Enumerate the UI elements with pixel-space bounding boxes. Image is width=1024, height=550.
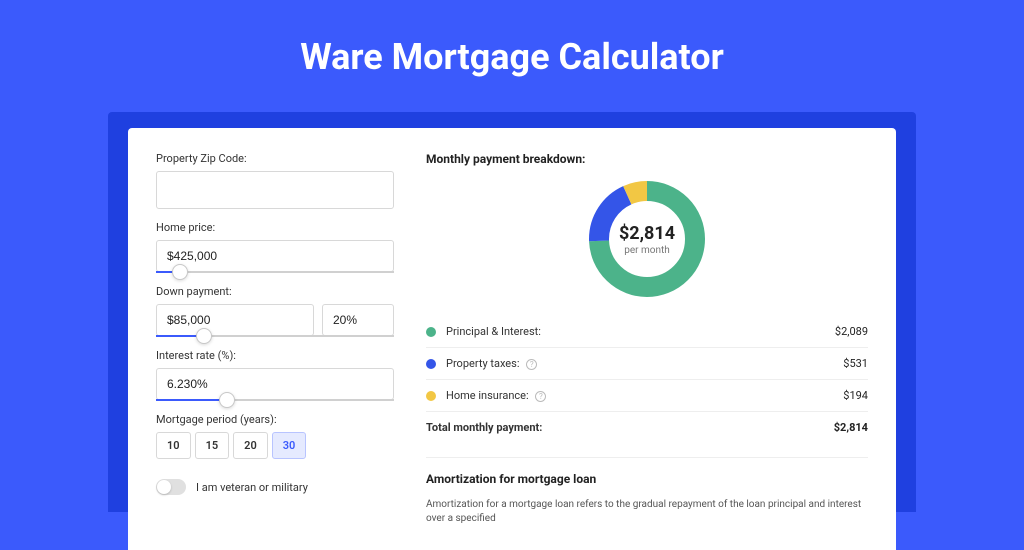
legend-value: $531	[843, 357, 868, 370]
home-price-slider[interactable]	[156, 271, 394, 273]
zip-input[interactable]	[156, 171, 394, 209]
breakdown-title: Monthly payment breakdown:	[426, 152, 868, 166]
down-payment-input[interactable]	[156, 304, 314, 336]
donut-wrap: $2,814 per month	[426, 176, 868, 302]
page-root: Ware Mortgage Calculator Property Zip Co…	[0, 0, 1024, 512]
legend-label: Principal & Interest:	[446, 325, 835, 338]
page-title: Ware Mortgage Calculator	[0, 36, 1024, 78]
legend-label: Property taxes: ?	[446, 357, 843, 370]
legend: Principal & Interest:$2,089Property taxe…	[426, 316, 868, 443]
legend-total-row: Total monthly payment:$2,814	[426, 412, 868, 443]
legend-row: Home insurance: ?$194	[426, 380, 868, 412]
donut-sub: per month	[624, 245, 670, 256]
legend-total-value: $2,814	[834, 421, 868, 434]
period-options: 10152030	[156, 432, 394, 459]
amortization-block: Amortization for mortgage loan Amortizat…	[426, 457, 868, 526]
interest-label: Interest rate (%):	[156, 349, 394, 362]
legend-value: $194	[843, 389, 868, 402]
veteran-row: I am veteran or military	[156, 479, 394, 495]
zip-label: Property Zip Code:	[156, 152, 394, 165]
input-column: Property Zip Code: Home price: Down paym…	[156, 152, 394, 526]
amortization-text: Amortization for a mortgage loan refers …	[426, 498, 868, 526]
legend-total-label: Total monthly payment:	[426, 421, 834, 434]
period-option-30[interactable]: 30	[272, 432, 307, 459]
down-payment-pct-input[interactable]	[322, 304, 394, 336]
legend-label: Home insurance: ?	[446, 389, 843, 402]
period-option-15[interactable]: 15	[195, 432, 230, 459]
down-payment-label: Down payment:	[156, 285, 394, 298]
calculator-card: Property Zip Code: Home price: Down paym…	[128, 128, 896, 550]
home-price-label: Home price:	[156, 221, 394, 234]
home-price-input[interactable]	[156, 240, 394, 272]
help-icon[interactable]: ?	[526, 359, 537, 370]
interest-input[interactable]	[156, 368, 394, 400]
legend-swatch	[426, 359, 436, 369]
period-label: Mortgage period (years):	[156, 413, 394, 426]
donut-amount: $2,814	[619, 223, 675, 244]
interest-slider-fill	[156, 399, 227, 401]
down-payment-slider[interactable]	[156, 335, 394, 337]
breakdown-column: Monthly payment breakdown: $2,814 per mo…	[426, 152, 868, 526]
donut-center: $2,814 per month	[584, 176, 710, 302]
home-price-slider-thumb[interactable]	[172, 264, 188, 280]
interest-slider[interactable]	[156, 399, 394, 401]
help-icon[interactable]: ?	[535, 391, 546, 402]
period-option-10[interactable]: 10	[156, 432, 191, 459]
legend-swatch	[426, 391, 436, 401]
legend-row: Principal & Interest:$2,089	[426, 316, 868, 348]
veteran-label: I am veteran or military	[196, 481, 308, 494]
veteran-toggle[interactable]	[156, 479, 186, 495]
legend-swatch	[426, 327, 436, 337]
amortization-title: Amortization for mortgage loan	[426, 472, 868, 486]
legend-value: $2,089	[835, 325, 868, 338]
legend-row: Property taxes: ?$531	[426, 348, 868, 380]
period-option-20[interactable]: 20	[233, 432, 268, 459]
interest-slider-thumb[interactable]	[219, 392, 235, 408]
donut-chart: $2,814 per month	[584, 176, 710, 302]
down-payment-slider-thumb[interactable]	[196, 328, 212, 344]
